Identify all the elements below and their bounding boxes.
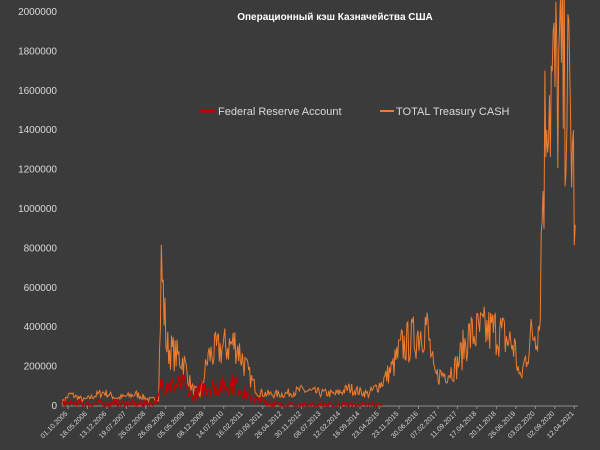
series-line-federal-reserve-account xyxy=(61,373,383,408)
legend-label-fed: Federal Reserve Account xyxy=(218,106,342,118)
y-tick-label: 600000 xyxy=(24,283,58,294)
series-line-total-treasury-cash xyxy=(61,0,576,405)
plot-area xyxy=(61,0,576,408)
legend-label-total: TOTAL Treasury CASH xyxy=(396,106,510,118)
y-tick-label: 0 xyxy=(51,401,57,412)
y-tick-label: 400000 xyxy=(24,322,58,333)
y-tick-label: 2000000 xyxy=(18,7,57,18)
y-tick-label: 1600000 xyxy=(18,86,57,97)
y-tick-label: 200000 xyxy=(24,362,58,373)
y-tick-label: 1800000 xyxy=(18,46,57,57)
chart-title: Операционный кэш Казначейства США xyxy=(237,12,433,23)
y-tick-label: 1400000 xyxy=(18,125,57,136)
y-tick-label: 800000 xyxy=(24,243,58,254)
legend: Federal Reserve Account TOTAL Treasury C… xyxy=(200,106,510,118)
y-tick-label: 1200000 xyxy=(18,165,57,176)
y-tick-label: 1000000 xyxy=(18,204,57,215)
x-axis: 01.10.200518.05.200613.12.200619.07.2007… xyxy=(40,405,578,440)
y-axis: 0 200000 400000 600000 800000 1000000 1200000 1… xyxy=(18,7,57,412)
